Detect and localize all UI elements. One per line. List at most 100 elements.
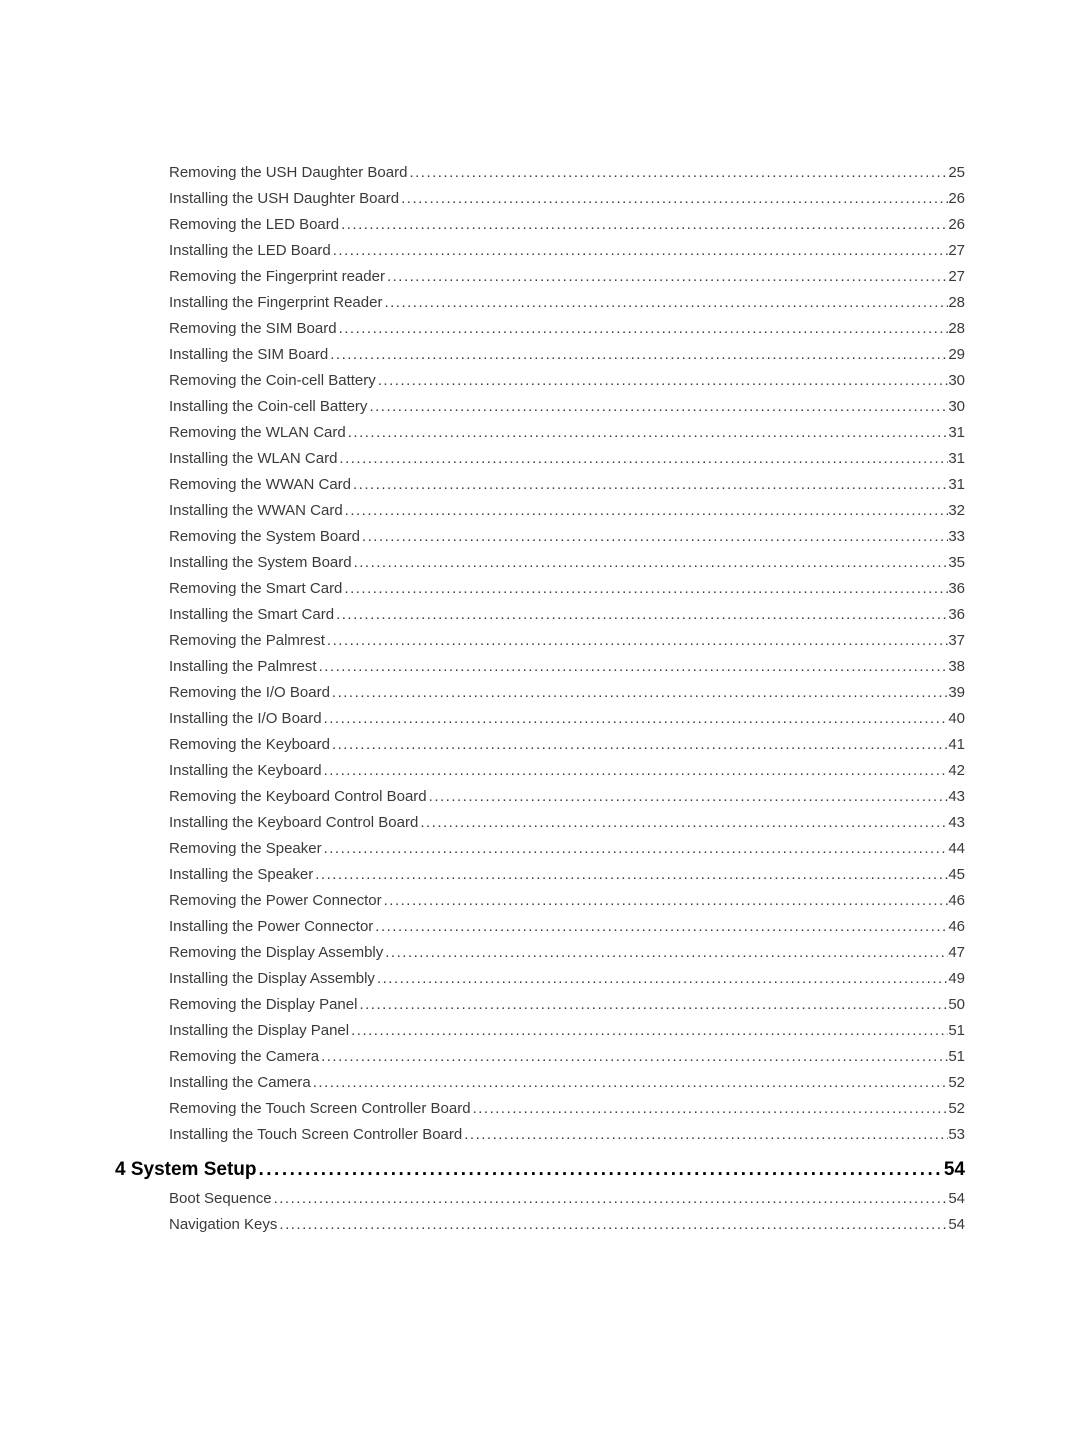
toc-entry-title: Installing the SIM Board	[169, 347, 328, 362]
toc-entry-page: 49	[948, 971, 965, 986]
toc-section-entry[interactable]: Removing the USH Daughter Board.........…	[115, 165, 965, 180]
toc-section-entry[interactable]: Installing the Smart Card ..............…	[115, 607, 965, 622]
toc-section-entry[interactable]: Installing the WWAN Card................…	[115, 503, 965, 518]
toc-entry-page: 35	[948, 555, 965, 570]
toc-chapter-entry[interactable]: 4 System Setup..........................…	[115, 1160, 965, 1179]
toc-entry-page: 54	[948, 1217, 965, 1232]
toc-entry-page: 45	[948, 867, 965, 882]
toc-entry-title: Installing the Palmrest	[169, 659, 317, 674]
toc-entry-page: 30	[948, 373, 965, 388]
toc-section-entry[interactable]: Installing the Speaker..................…	[115, 867, 965, 882]
toc-entry-page: 41	[948, 737, 965, 752]
toc-entry-page: 38	[948, 659, 965, 674]
toc-leader-dots: ........................................…	[407, 165, 948, 180]
toc-section-entry[interactable]: Removing the LED Board..................…	[115, 217, 965, 232]
toc-entry-title: Installing the Coin-cell Battery	[169, 399, 367, 414]
toc-leader-dots: ........................................…	[349, 1023, 948, 1038]
toc-section-entry[interactable]: Boot Sequence...........................…	[115, 1191, 965, 1206]
toc-section-entry[interactable]: Removing the System Board...............…	[115, 529, 965, 544]
toc-section-entry[interactable]: Removing the Keyboard...................…	[115, 737, 965, 752]
toc-leader-dots: ........................................…	[375, 971, 948, 986]
toc-section-entry[interactable]: Removing the WLAN Card..................…	[115, 425, 965, 440]
toc-section-entry[interactable]: Removing the Keyboard Control Board.....…	[115, 789, 965, 804]
toc-entry-title: Installing the Keyboard	[169, 763, 322, 778]
toc-section-entry[interactable]: Removing the Camera.....................…	[115, 1049, 965, 1064]
toc-entry-page: 54	[948, 1191, 965, 1206]
toc-section-entry[interactable]: Removing the SIM Board..................…	[115, 321, 965, 336]
toc-section-entry[interactable]: Installing the Display Assembly.........…	[115, 971, 965, 986]
toc-section-entry[interactable]: Installing the Palmrest.................…	[115, 659, 965, 674]
toc-entry-page: 51	[948, 1023, 965, 1038]
toc-leader-dots: ........................................…	[376, 373, 949, 388]
toc-entry-page: 27	[948, 243, 965, 258]
toc-leader-dots: ........................................…	[339, 217, 948, 232]
toc-entry-page: 30	[948, 399, 965, 414]
toc-entry-title: Removing the Display Panel	[169, 997, 357, 1012]
toc-entry-title: Removing the Camera	[169, 1049, 319, 1064]
toc-leader-dots: ........................................…	[462, 1127, 948, 1142]
toc-entry-title: Installing the Display Panel	[169, 1023, 349, 1038]
toc-section-entry[interactable]: Removing the Smart Card ................…	[115, 581, 965, 596]
toc-section-entry[interactable]: Installing the WLAN Card................…	[115, 451, 965, 466]
toc-section-entry[interactable]: Installing the Display Panel............…	[115, 1023, 965, 1038]
toc-section-entry[interactable]: Removing the Power Connector............…	[115, 893, 965, 908]
toc-section-entry[interactable]: Removing the Touch Screen Controller Boa…	[115, 1101, 965, 1116]
toc-entry-title: Installing the System Board	[169, 555, 352, 570]
toc-leader-dots: ........................................…	[360, 529, 948, 544]
toc-entry-title: Installing the WLAN Card	[169, 451, 337, 466]
toc-leader-dots: ........................................…	[334, 607, 948, 622]
toc-section-entry[interactable]: Installing the USH Daughter Board.......…	[115, 191, 965, 206]
toc-leader-dots: ........................................…	[322, 711, 949, 726]
toc-section-entry[interactable]: Installing the Keyboard ................…	[115, 763, 965, 778]
toc-section-entry[interactable]: Removing the Coin-cell Battery..........…	[115, 373, 965, 388]
toc-entry-title: Installing the LED Board	[169, 243, 331, 258]
toc-entry-page: 36	[948, 607, 965, 622]
toc-entry-title: Installing the Smart Card	[169, 607, 334, 622]
toc-entry-title: Removing the Display Assembly	[169, 945, 383, 960]
toc-section-entry[interactable]: Removing the Palmrest...................…	[115, 633, 965, 648]
toc-leader-dots: ........................................…	[313, 867, 948, 882]
toc-entry-title: Removing the Coin-cell Battery	[169, 373, 376, 388]
toc-leader-dots: ........................................…	[277, 1217, 948, 1232]
toc-leader-dots: ........................................…	[257, 1160, 944, 1179]
toc-leader-dots: ........................................…	[331, 243, 949, 258]
toc-entry-title: Installing the WWAN Card	[169, 503, 343, 518]
toc-section-entry[interactable]: Installing the Power Connector..........…	[115, 919, 965, 934]
toc-leader-dots: ........................................…	[325, 633, 948, 648]
toc-entry-page: 53	[948, 1127, 965, 1142]
toc-entry-page: 31	[948, 451, 965, 466]
toc-entry-page: 28	[948, 295, 965, 310]
toc-entry-page: 26	[948, 217, 965, 232]
toc-section-entry[interactable]: Navigation Keys.........................…	[115, 1217, 965, 1232]
toc-section-entry[interactable]: Removing the I/O Board .................…	[115, 685, 965, 700]
toc-section-entry[interactable]: Installing the I/O Board ...............…	[115, 711, 965, 726]
toc-leader-dots: ........................................…	[311, 1075, 949, 1090]
toc-section-entry[interactable]: Installing the System Board.............…	[115, 555, 965, 570]
toc-entry-title: Removing the Power Connector	[169, 893, 382, 908]
toc-section-entry[interactable]: Removing the Fingerprint reader.........…	[115, 269, 965, 284]
toc-section-entry[interactable]: Installing the Fingerprint Reader.......…	[115, 295, 965, 310]
toc-section-entry[interactable]: Removing the Display Panel..............…	[115, 997, 965, 1012]
toc-leader-dots: ........................................…	[367, 399, 948, 414]
toc-leader-dots: ........................................…	[322, 763, 949, 778]
toc-section-entry[interactable]: Installing the SIM Board................…	[115, 347, 965, 362]
table-of-contents: Removing the USH Daughter Board.........…	[115, 165, 965, 1232]
toc-section-entry[interactable]: Installing the Coin-cell Battery........…	[115, 399, 965, 414]
toc-entry-title: Removing the I/O Board	[169, 685, 330, 700]
toc-section-entry[interactable]: Installing the Keyboard Control Board...…	[115, 815, 965, 830]
toc-section-entry[interactable]: Installing the Camera...................…	[115, 1075, 965, 1090]
toc-section-entry[interactable]: Removing the WWAN Card..................…	[115, 477, 965, 492]
toc-entry-title: Installing the Keyboard Control Board	[169, 815, 418, 830]
toc-leader-dots: ........................................…	[418, 815, 948, 830]
toc-entry-page: 29	[948, 347, 965, 362]
toc-section-entry[interactable]: Removing the Speaker....................…	[115, 841, 965, 856]
toc-entry-title: Installing the Power Connector	[169, 919, 373, 934]
toc-entry-page: 44	[948, 841, 965, 856]
toc-section-entry[interactable]: Installing the Touch Screen Controller B…	[115, 1127, 965, 1142]
toc-section-entry[interactable]: Installing the LED Board................…	[115, 243, 965, 258]
toc-entry-page: 47	[948, 945, 965, 960]
toc-entry-title: Boot Sequence	[169, 1191, 272, 1206]
toc-leader-dots: ........................................…	[337, 321, 949, 336]
toc-section-entry[interactable]: Removing the Display Assembly...........…	[115, 945, 965, 960]
toc-leader-dots: ........................................…	[322, 841, 949, 856]
